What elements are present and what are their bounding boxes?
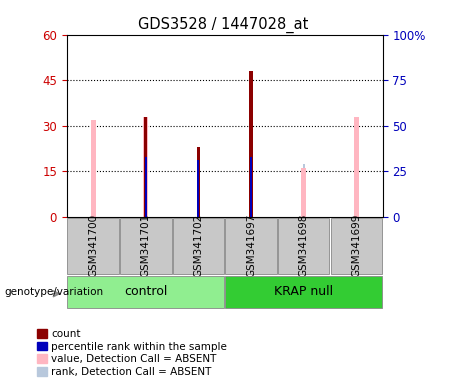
Bar: [250, 157, 252, 217]
Text: GSM341697: GSM341697: [246, 214, 256, 278]
Bar: [145, 157, 147, 217]
FancyBboxPatch shape: [331, 218, 382, 274]
Text: GSM341701: GSM341701: [141, 214, 151, 277]
Text: GDS3528 / 1447028_at: GDS3528 / 1447028_at: [138, 17, 309, 33]
Text: genotype/variation: genotype/variation: [5, 287, 104, 297]
Text: control: control: [124, 285, 167, 298]
Bar: [90, 120, 96, 217]
Bar: [302, 164, 305, 217]
Text: GSM341700: GSM341700: [88, 214, 98, 277]
FancyBboxPatch shape: [225, 218, 277, 274]
FancyBboxPatch shape: [225, 276, 382, 308]
Bar: [354, 117, 359, 217]
Bar: [143, 117, 148, 217]
FancyBboxPatch shape: [67, 276, 224, 308]
Text: KRAP null: KRAP null: [274, 285, 333, 298]
Text: GSM341699: GSM341699: [351, 214, 361, 278]
Text: GSM341698: GSM341698: [299, 214, 309, 278]
FancyBboxPatch shape: [67, 218, 119, 274]
Bar: [197, 147, 200, 217]
Legend: count, percentile rank within the sample, value, Detection Call = ABSENT, rank, : count, percentile rank within the sample…: [37, 329, 227, 377]
Bar: [197, 161, 200, 217]
Bar: [145, 155, 147, 217]
Bar: [355, 157, 357, 217]
FancyBboxPatch shape: [278, 218, 330, 274]
Bar: [92, 157, 94, 217]
Bar: [144, 117, 148, 217]
FancyBboxPatch shape: [120, 218, 171, 274]
Bar: [301, 168, 306, 217]
FancyBboxPatch shape: [172, 218, 224, 274]
Bar: [249, 71, 253, 217]
Text: GSM341702: GSM341702: [194, 214, 203, 277]
